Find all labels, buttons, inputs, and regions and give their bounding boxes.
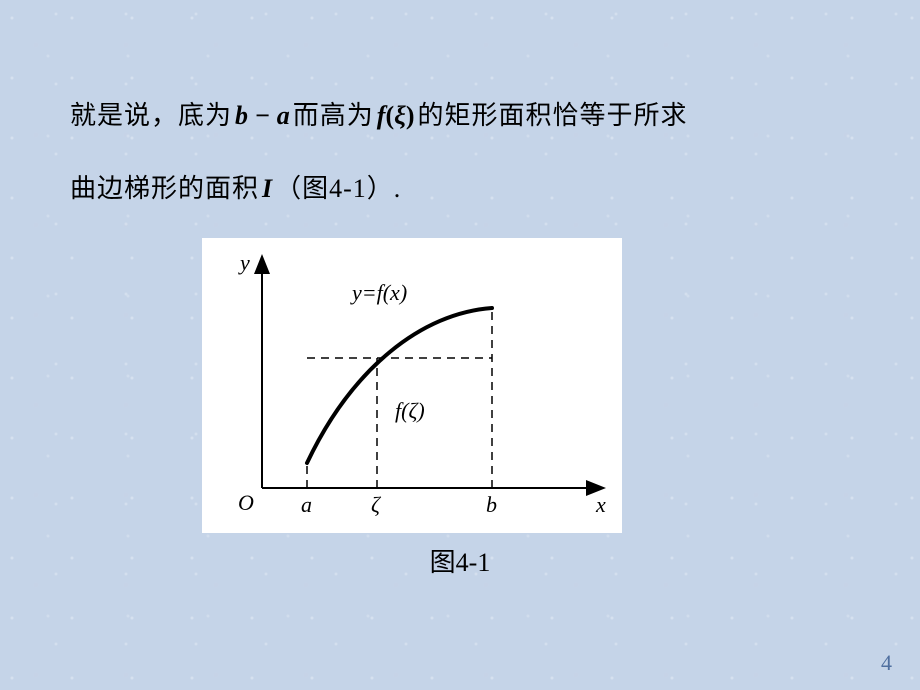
main-text-block: 就是说，底为 b − a 而高为 f(ξ) 的矩形面积恰等于所求 曲边梯形的面积… [70,95,860,205]
svg-text:a: a [301,492,312,517]
svg-text:b: b [486,492,497,517]
svg-text:y: y [238,250,250,275]
svg-text:y=f(x): y=f(x) [350,280,407,305]
figure-4-1: y x Oa ζ b y=f(x) f(ζ) [202,238,622,533]
math-paren-open: ( [385,101,394,130]
svg-text:x: x [595,492,606,517]
math-paren-close: ) [406,101,415,130]
text-segment: 就是说，底为 [70,95,232,132]
text-segment: 而高为 [293,95,374,132]
text-line-1: 就是说，底为 b − a 而高为 f(ξ) 的矩形面积恰等于所求 [70,95,860,132]
math-f-xi: f(ξ) [374,101,418,131]
text-segment: （图4-1）. [275,168,401,205]
math-I: I [259,174,275,204]
figure-caption: 图4-1 [0,542,920,579]
text-segment: 曲边梯形的面积 [70,168,259,205]
text-line-2: 曲边梯形的面积 I （图4-1）. [70,168,860,205]
svg-text:ζ: ζ [371,492,382,517]
figure-svg: y x Oa ζ b y=f(x) f(ζ) [202,238,622,533]
math-b-minus-a: b − a [232,101,293,131]
page-number: 4 [881,650,892,676]
svg-text:O: O [238,490,254,515]
text-segment: 的矩形面积恰等于所求 [418,95,688,132]
math-xi: ξ [394,101,406,130]
svg-text:f(ζ): f(ζ) [395,398,425,423]
